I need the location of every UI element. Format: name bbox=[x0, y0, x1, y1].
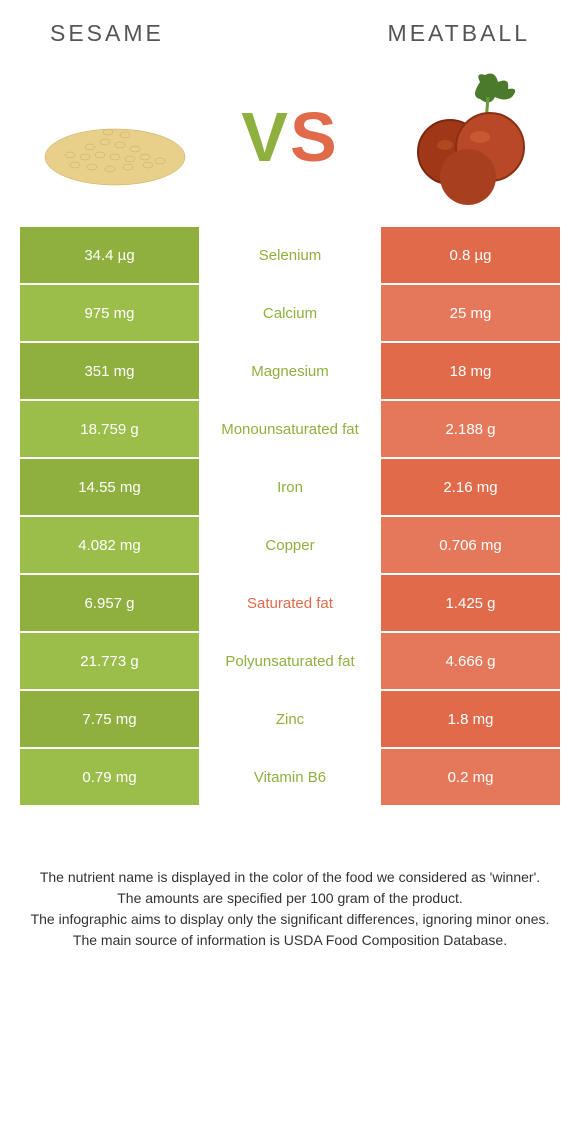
vs-label: VS bbox=[241, 97, 338, 177]
nutrient-name: Vitamin B6 bbox=[201, 749, 379, 805]
right-value: 2.188 g bbox=[379, 401, 560, 457]
vs-s: S bbox=[290, 98, 339, 176]
vs-v: V bbox=[241, 98, 290, 176]
footer-line: The main source of information is USDA F… bbox=[30, 930, 550, 951]
left-value: 351 mg bbox=[20, 343, 201, 399]
header: Sesame Meatball bbox=[0, 0, 580, 57]
nutrient-name: Monounsaturated fat bbox=[201, 401, 379, 457]
right-value: 0.8 µg bbox=[379, 227, 560, 283]
right-value: 25 mg bbox=[379, 285, 560, 341]
footer-line: The infographic aims to display only the… bbox=[30, 909, 550, 930]
left-value: 21.773 g bbox=[20, 633, 201, 689]
left-value: 6.957 g bbox=[20, 575, 201, 631]
right-value: 2.16 mg bbox=[379, 459, 560, 515]
table-row: 7.75 mgZinc1.8 mg bbox=[20, 691, 560, 747]
nutrient-name: Calcium bbox=[201, 285, 379, 341]
left-value: 4.082 mg bbox=[20, 517, 201, 573]
nutrient-name: Polyunsaturated fat bbox=[201, 633, 379, 689]
nutrient-name: Iron bbox=[201, 459, 379, 515]
footer-line: The amounts are specified per 100 gram o… bbox=[30, 888, 550, 909]
right-value: 1.8 mg bbox=[379, 691, 560, 747]
footer-notes: The nutrient name is displayed in the co… bbox=[0, 807, 580, 971]
table-row: 975 mgCalcium25 mg bbox=[20, 285, 560, 341]
table-row: 34.4 µgSelenium0.8 µg bbox=[20, 227, 560, 283]
table-row: 14.55 mgIron2.16 mg bbox=[20, 459, 560, 515]
nutrient-name: Zinc bbox=[201, 691, 379, 747]
nutrient-name: Saturated fat bbox=[201, 575, 379, 631]
images-row: VS bbox=[0, 57, 580, 227]
right-food-title: Meatball bbox=[388, 20, 530, 47]
table-row: 18.759 gMonounsaturated fat2.188 g bbox=[20, 401, 560, 457]
left-value: 975 mg bbox=[20, 285, 201, 341]
table-row: 4.082 mgCopper0.706 mg bbox=[20, 517, 560, 573]
table-row: 351 mgMagnesium18 mg bbox=[20, 343, 560, 399]
left-value: 7.75 mg bbox=[20, 691, 201, 747]
right-value: 18 mg bbox=[379, 343, 560, 399]
right-value: 0.2 mg bbox=[379, 749, 560, 805]
nutrient-table: 34.4 µgSelenium0.8 µg975 mgCalcium25 mg3… bbox=[0, 227, 580, 805]
nutrient-name: Copper bbox=[201, 517, 379, 573]
table-row: 21.773 gPolyunsaturated fat4.666 g bbox=[20, 633, 560, 689]
right-value: 1.425 g bbox=[379, 575, 560, 631]
table-row: 6.957 gSaturated fat1.425 g bbox=[20, 575, 560, 631]
nutrient-name: Selenium bbox=[201, 227, 379, 283]
sesame-image bbox=[30, 67, 200, 207]
table-row: 0.79 mgVitamin B60.2 mg bbox=[20, 749, 560, 805]
left-value: 0.79 mg bbox=[20, 749, 201, 805]
right-value: 0.706 mg bbox=[379, 517, 560, 573]
meatball-image bbox=[380, 67, 550, 207]
left-food-title: Sesame bbox=[50, 20, 164, 47]
left-value: 34.4 µg bbox=[20, 227, 201, 283]
left-value: 18.759 g bbox=[20, 401, 201, 457]
right-value: 4.666 g bbox=[379, 633, 560, 689]
left-value: 14.55 mg bbox=[20, 459, 201, 515]
nutrient-name: Magnesium bbox=[201, 343, 379, 399]
footer-line: The nutrient name is displayed in the co… bbox=[30, 867, 550, 888]
